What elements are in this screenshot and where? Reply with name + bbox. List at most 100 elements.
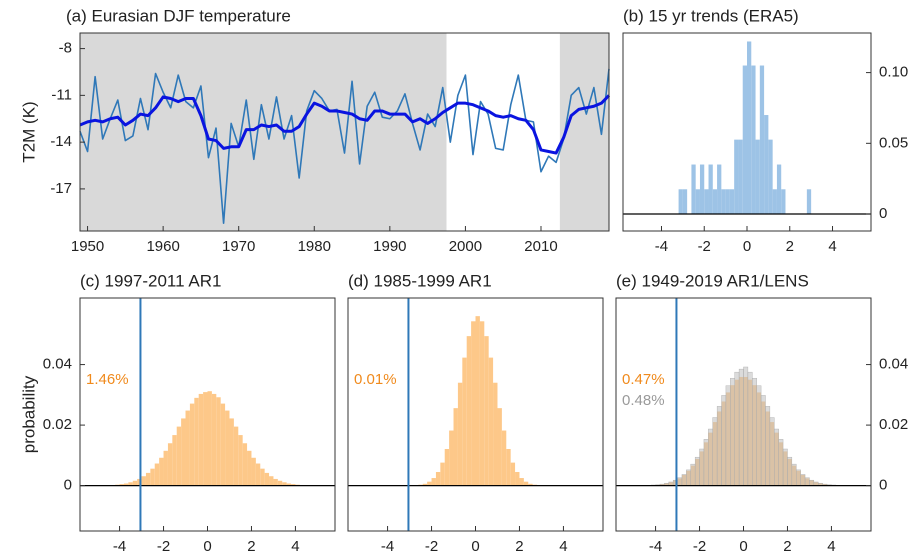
- histogram-bar: [800, 474, 806, 486]
- histogram-bar: [772, 189, 777, 215]
- histogram-bar: [264, 472, 270, 486]
- data-line: [79, 68, 610, 225]
- y-tick-label: -14: [50, 133, 72, 150]
- histogram-bar: [449, 430, 454, 486]
- histogram-bar: [791, 463, 797, 486]
- histogram-bar: [686, 469, 691, 486]
- histogram-bar: [238, 435, 243, 486]
- histogram-bar: [444, 448, 450, 486]
- histogram-bar: [695, 189, 700, 215]
- histogram-bar: [774, 428, 779, 486]
- x-tick-label: 2010: [524, 238, 557, 255]
- y-axis-label: probability: [19, 375, 38, 453]
- histogram-bar: [738, 139, 743, 215]
- histogram-bar: [712, 189, 718, 215]
- histogram-bar: [291, 484, 296, 486]
- histogram-bar: [781, 189, 786, 215]
- histogram-bar: [277, 480, 283, 486]
- histogram-bar: [804, 477, 810, 486]
- histogram-bar: [431, 478, 436, 486]
- histogram-bar: [708, 164, 713, 215]
- y-tick-label: -8: [59, 40, 72, 57]
- percentage-label: 0.01%: [354, 371, 397, 388]
- histogram-bar: [462, 357, 467, 486]
- histogram-bar: [742, 65, 747, 215]
- data-line: [79, 94, 611, 155]
- histogram-bar: [119, 484, 124, 486]
- axes-box: [79, 32, 610, 232]
- histogram-bar: [734, 371, 740, 486]
- histogram-bar: [694, 456, 700, 486]
- percentage-label: 0.47%: [622, 371, 665, 388]
- x-tick-label: 4: [291, 538, 299, 555]
- x-tick-label: 0: [471, 538, 479, 555]
- x-tick-label: 4: [559, 538, 567, 555]
- histogram-bar: [677, 477, 683, 486]
- x-tick-label: 2: [786, 238, 794, 255]
- histogram-bar: [185, 410, 190, 486]
- histogram-bar: [519, 478, 524, 486]
- x-tick-label: -4: [655, 238, 668, 255]
- y-tick-label: -11: [51, 86, 72, 103]
- x-tick-label: 4: [828, 238, 836, 255]
- x-tick-label: -4: [381, 538, 394, 555]
- histogram-bar: [782, 448, 788, 486]
- histogram-bar: [150, 468, 155, 486]
- panel-title: (d) 1985-1999 AR1: [348, 271, 492, 290]
- histogram-bar: [776, 164, 782, 215]
- histogram-bar: [154, 463, 160, 486]
- x-tick-label: 4: [827, 538, 835, 555]
- x-tick-label: 2: [515, 538, 523, 555]
- histogram-bar: [137, 478, 142, 486]
- histogram-bar: [251, 457, 256, 486]
- histogram-bar: [690, 463, 696, 486]
- histogram-bar: [132, 480, 138, 486]
- histogram-bar: [211, 393, 217, 486]
- histogram-bar: [678, 189, 683, 215]
- x-tick-label: -4: [649, 538, 662, 555]
- histogram-bar: [764, 115, 769, 215]
- x-tick-label: -2: [698, 238, 711, 255]
- y-axis-label: T2M (K): [19, 101, 38, 162]
- histogram-bar: [691, 164, 696, 215]
- histogram-bar: [699, 448, 705, 486]
- histogram-bar: [466, 336, 472, 486]
- histogram-bar: [523, 481, 529, 486]
- histogram-bar: [515, 471, 520, 486]
- histogram-bar: [755, 139, 760, 215]
- histogram-bar: [198, 393, 204, 486]
- panel-title: (b) 15 yr trends (ERA5): [623, 6, 799, 25]
- histogram-bar: [220, 403, 226, 486]
- histogram-bar: [730, 377, 735, 486]
- histogram-bar: [479, 321, 485, 486]
- histogram-bar: [765, 406, 771, 486]
- histogram-bar: [189, 403, 195, 486]
- x-tick-label: -2: [425, 538, 438, 555]
- histogram-bar: [167, 443, 173, 486]
- histogram-bar: [751, 65, 756, 215]
- histogram-bar: [255, 463, 261, 486]
- histogram-bar: [260, 468, 265, 486]
- histogram-bar: [123, 483, 129, 486]
- histogram-bar: [756, 385, 762, 486]
- histogram-bar: [721, 395, 727, 486]
- histogram-bar: [497, 408, 502, 486]
- histogram-bar: [809, 479, 815, 486]
- histogram-bar: [729, 189, 735, 215]
- histogram-bar: [229, 418, 234, 486]
- histogram-bar: [725, 385, 731, 486]
- histogram-bar: [471, 321, 476, 486]
- histogram-bar: [760, 395, 766, 486]
- histogram-bar: [225, 410, 230, 486]
- histogram-bar: [528, 483, 533, 486]
- x-tick-label: 0: [203, 538, 211, 555]
- histogram-bar: [440, 462, 445, 486]
- y-tick-label: 0.04: [43, 356, 72, 373]
- x-tick-label: 1970: [222, 238, 255, 255]
- histogram-bar: [216, 397, 221, 486]
- histogram-bar: [493, 382, 498, 486]
- x-tick-label: 2: [783, 538, 791, 555]
- histogram-bar: [141, 476, 146, 486]
- x-tick-label: -2: [693, 538, 706, 555]
- percentage-label: 1.46%: [86, 371, 129, 388]
